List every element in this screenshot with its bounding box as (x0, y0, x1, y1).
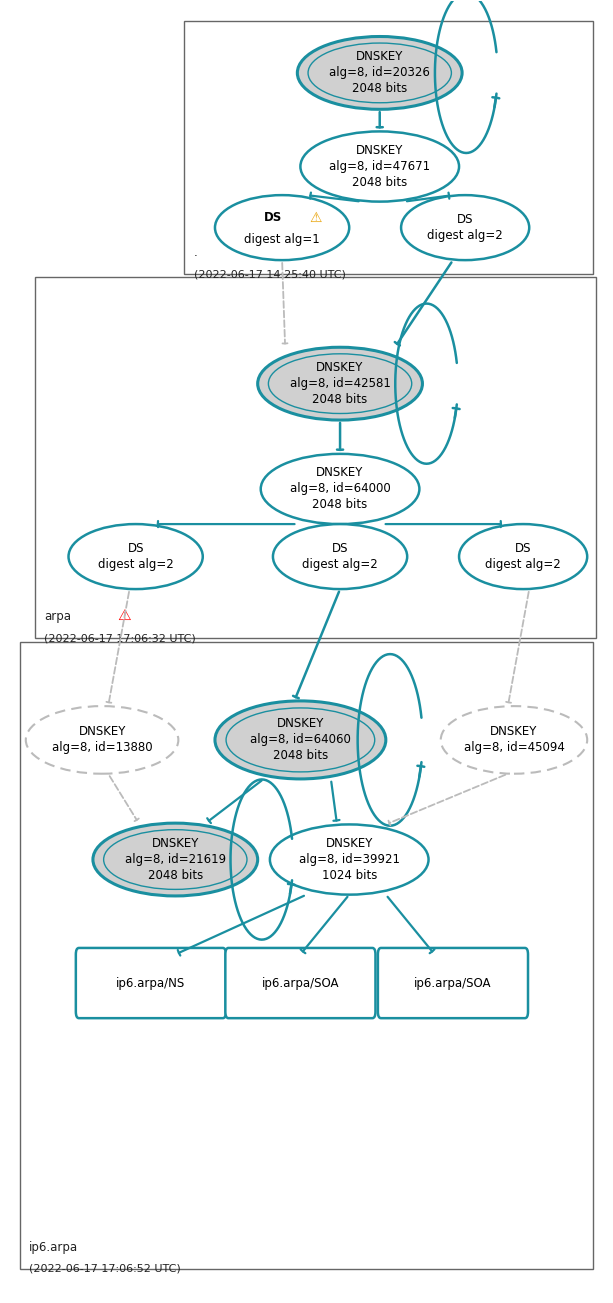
Text: DNSKEY
alg=8, id=39921
1024 bits: DNSKEY alg=8, id=39921 1024 bits (299, 837, 400, 882)
Ellipse shape (297, 36, 462, 109)
Text: DS
digest alg=2: DS digest alg=2 (427, 214, 503, 242)
Text: ⚠: ⚠ (117, 609, 131, 623)
Ellipse shape (26, 706, 178, 774)
Text: ip6.arpa/SOA: ip6.arpa/SOA (262, 976, 339, 989)
Text: DS
digest alg=2: DS digest alg=2 (97, 542, 173, 571)
Bar (185, 21, 593, 275)
Text: arpa: arpa (44, 610, 71, 623)
Ellipse shape (401, 195, 529, 261)
Text: DNSKEY
alg=8, id=47671
2048 bits: DNSKEY alg=8, id=47671 2048 bits (329, 145, 430, 189)
Text: ⚠: ⚠ (310, 211, 322, 225)
Text: DNSKEY
alg=8, id=64060
2048 bits: DNSKEY alg=8, id=64060 2048 bits (250, 718, 351, 762)
Text: .: . (194, 246, 197, 259)
Text: digest alg=1: digest alg=1 (244, 232, 320, 245)
Text: (2022-06-17 17:06:52 UTC): (2022-06-17 17:06:52 UTC) (29, 1264, 181, 1274)
Text: DNSKEY
alg=8, id=20326
2048 bits: DNSKEY alg=8, id=20326 2048 bits (329, 51, 430, 95)
Text: ip6.arpa/NS: ip6.arpa/NS (116, 976, 186, 989)
Text: DNSKEY
alg=8, id=21619
2048 bits: DNSKEY alg=8, id=21619 2048 bits (124, 837, 226, 882)
Text: DNSKEY
alg=8, id=13880: DNSKEY alg=8, id=13880 (51, 726, 153, 754)
Ellipse shape (215, 701, 386, 779)
FancyBboxPatch shape (226, 949, 375, 1018)
Bar (35, 278, 596, 638)
Text: (2022-06-17 17:06:32 UTC): (2022-06-17 17:06:32 UTC) (44, 633, 196, 644)
Text: (2022-06-17 14:25:40 UTC): (2022-06-17 14:25:40 UTC) (194, 270, 346, 279)
Ellipse shape (261, 453, 419, 524)
Ellipse shape (441, 706, 587, 774)
Ellipse shape (300, 132, 459, 202)
Text: DS: DS (264, 211, 282, 224)
Ellipse shape (273, 524, 407, 589)
Ellipse shape (69, 524, 203, 589)
Bar (20, 642, 593, 1269)
Text: ip6.arpa: ip6.arpa (29, 1240, 78, 1253)
FancyBboxPatch shape (76, 949, 226, 1018)
Text: DS
digest alg=2: DS digest alg=2 (302, 542, 378, 571)
Ellipse shape (270, 825, 428, 895)
FancyBboxPatch shape (378, 949, 528, 1018)
Ellipse shape (459, 524, 587, 589)
Text: DNSKEY
alg=8, id=64000
2048 bits: DNSKEY alg=8, id=64000 2048 bits (290, 466, 390, 512)
Text: DNSKEY
alg=8, id=45094: DNSKEY alg=8, id=45094 (463, 726, 565, 754)
Text: DS
digest alg=2: DS digest alg=2 (485, 542, 561, 571)
Ellipse shape (257, 347, 422, 420)
Ellipse shape (93, 823, 257, 896)
Text: ip6.arpa/SOA: ip6.arpa/SOA (414, 976, 492, 989)
Ellipse shape (215, 195, 349, 261)
Text: DNSKEY
alg=8, id=42581
2048 bits: DNSKEY alg=8, id=42581 2048 bits (289, 361, 390, 407)
